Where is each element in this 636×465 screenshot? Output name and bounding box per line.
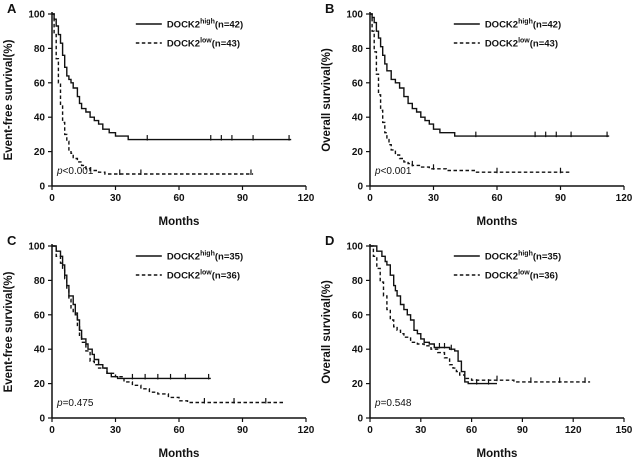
y-tick-label: 60	[352, 78, 364, 89]
x-tick-label: 60	[491, 193, 503, 204]
y-axis-label: Event-free survival(%)	[3, 39, 15, 160]
legend-label: DOCK2low(n=43)	[485, 38, 558, 50]
y-tick-label: 20	[34, 379, 46, 390]
panel-label-a: A	[7, 1, 17, 16]
x-axis-label: Months	[477, 448, 518, 460]
km-plot-b: 0 30 60 90 120 0 20 40 60 80 100 Months Overall surv…	[321, 10, 633, 229]
x-tick-label: 120	[298, 193, 315, 204]
x-tick-label: 120	[616, 193, 633, 204]
panel-b: B 0 30 60 90 120 0 20 40 60 80 100 Months Overall su…	[318, 0, 636, 232]
y-tick-label: 20	[352, 147, 364, 158]
y-tick-label: 40	[34, 113, 46, 124]
km-curve-dashed	[52, 245, 285, 404]
panel-c: C 0 30 60 90 120 0 20 40 60 80 100 Months Event-free…	[0, 232, 318, 464]
y-tick-label: 100	[28, 242, 45, 253]
x-tick-label: 0	[49, 193, 55, 204]
km-plot-a: 0 30 60 90 120 0 20 40 60 80 100 Months Event-free s…	[3, 10, 315, 229]
x-tick-label: 0	[49, 425, 55, 436]
y-tick-label: 0	[39, 414, 45, 425]
km-curve-solid	[370, 245, 497, 385]
y-tick-label: 40	[352, 345, 364, 356]
x-tick-label: 120	[298, 425, 315, 436]
x-tick-label: 60	[466, 425, 478, 436]
y-tick-label: 80	[34, 44, 46, 55]
y-tick-label: 60	[352, 310, 364, 321]
legend-label: DOCK2high(n=42)	[167, 19, 243, 31]
y-tick-label: 100	[346, 10, 363, 21]
x-tick-label: 60	[173, 425, 185, 436]
x-tick-label: 30	[428, 193, 440, 204]
x-tick-label: 90	[517, 425, 529, 436]
x-tick-label: 90	[237, 193, 249, 204]
x-axis-label: Months	[159, 216, 200, 228]
panel-label-d: D	[325, 233, 335, 248]
km-plot-c: 0 30 60 90 120 0 20 40 60 80 100 Months Event-free s…	[3, 242, 315, 461]
y-tick-label: 20	[34, 147, 46, 158]
x-tick-label: 30	[110, 425, 122, 436]
km-curve-solid	[52, 13, 292, 141]
y-axis-label: Overall survival(%)	[321, 280, 333, 384]
panel-a: A 0 30 60 90 120 0 20 40 60 80 100 Months Event-free…	[0, 0, 318, 232]
legend-label: DOCK2high(n=35)	[485, 251, 561, 263]
x-tick-label: 0	[367, 193, 373, 204]
y-tick-label: 100	[28, 10, 45, 21]
p-value: p=0.548	[374, 398, 412, 409]
x-tick-label: 150	[616, 425, 633, 436]
km-curve-dashed	[370, 245, 591, 383]
x-axis-label: Months	[159, 448, 200, 460]
p-value: p<0.001	[374, 166, 412, 177]
y-tick-label: 80	[34, 276, 46, 287]
y-tick-label: 0	[357, 182, 363, 193]
x-tick-label: 60	[173, 193, 185, 204]
y-tick-label: 60	[34, 310, 46, 321]
x-tick-label: 90	[555, 193, 567, 204]
y-axis-label: Event-free survival(%)	[3, 271, 15, 392]
legend-label: DOCK2low(n=43)	[167, 38, 240, 50]
km-curve-solid	[52, 245, 211, 380]
legend-label: DOCK2low(n=36)	[485, 270, 558, 282]
y-axis-label: Overall survival(%)	[321, 48, 333, 152]
x-tick-label: 30	[415, 425, 427, 436]
km-curve-solid	[370, 13, 610, 137]
panel-label-b: B	[325, 1, 335, 16]
legend-label: DOCK2high(n=35)	[167, 251, 243, 263]
x-tick-label: 0	[367, 425, 373, 436]
y-tick-label: 40	[352, 113, 364, 124]
y-tick-label: 20	[352, 379, 364, 390]
y-tick-label: 100	[346, 242, 363, 253]
y-tick-label: 40	[34, 345, 46, 356]
p-value: p<0.001	[56, 166, 94, 177]
x-axis-label: Months	[477, 216, 518, 228]
legend-label: DOCK2low(n=36)	[167, 270, 240, 282]
x-tick-label: 90	[237, 425, 249, 436]
y-tick-label: 60	[34, 78, 46, 89]
y-tick-label: 80	[352, 44, 364, 55]
km-plot-d: 0 30 60 90 120 150 0 20 40 60 80 100 Months Overall s…	[321, 242, 633, 461]
panel-d: D 0 30 60 90 120 150 0 20 40 60 80 100 Months Overall…	[318, 232, 636, 464]
x-tick-label: 120	[565, 425, 582, 436]
panel-label-c: C	[7, 233, 17, 248]
km-curve-dashed	[52, 13, 254, 175]
legend-label: DOCK2high(n=42)	[485, 19, 561, 31]
km-curve-dashed	[370, 13, 572, 173]
y-tick-label: 0	[39, 182, 45, 193]
y-tick-label: 0	[357, 414, 363, 425]
x-tick-label: 30	[110, 193, 122, 204]
p-value: p=0.475	[56, 398, 94, 409]
y-tick-label: 80	[352, 276, 364, 287]
